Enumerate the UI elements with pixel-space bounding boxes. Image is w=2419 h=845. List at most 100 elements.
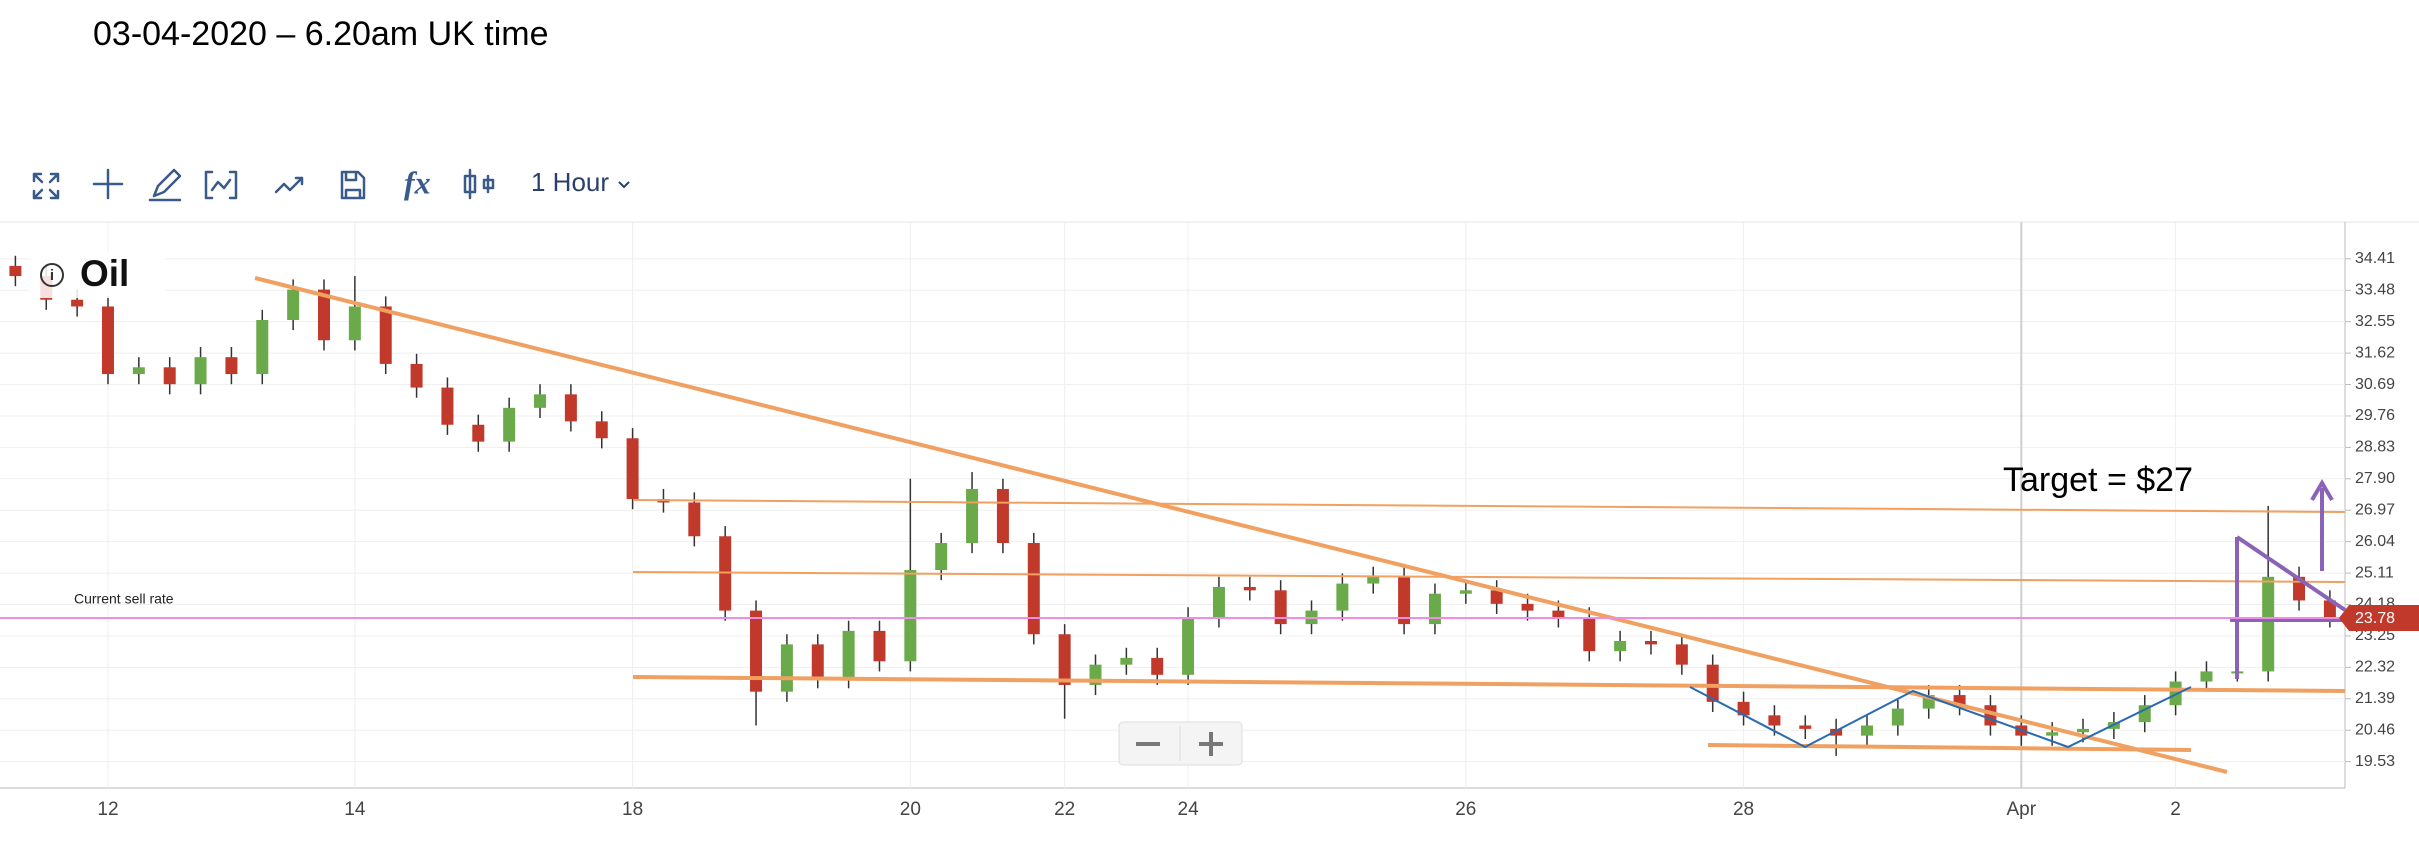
y-tick-label: 31.62	[2355, 344, 2395, 361]
price-tag-label: 23.78	[2355, 610, 2395, 627]
y-tick-label: 28.83	[2355, 439, 2395, 456]
candle-body	[410, 363, 423, 388]
x-tick-label: 12	[97, 799, 118, 820]
candle-body	[441, 387, 454, 425]
current-price: Current sell rate 23.78	[0, 591, 2419, 632]
x-tick-label: 24	[1178, 799, 1200, 820]
interval-selector[interactable]: 1 Hour	[531, 167, 609, 197]
zoom-controls	[1118, 721, 1243, 766]
candle-body	[2046, 732, 2059, 736]
y-tick-label: 19.53	[2355, 753, 2395, 770]
candle-body	[1398, 576, 1411, 625]
candle-body	[1953, 695, 1966, 706]
candle-body	[2077, 728, 2090, 733]
x-tick-label: 2	[2170, 799, 2181, 820]
candle-body	[2262, 576, 2275, 672]
candle-body	[1521, 603, 1534, 611]
candle-body	[811, 644, 824, 679]
y-tick-label: 26.04	[2355, 533, 2395, 550]
candle-body	[750, 610, 763, 692]
candle-body	[1336, 583, 1349, 611]
current-price-caption: Current sell rate	[74, 591, 174, 607]
x-tick-label: 26	[1455, 799, 1476, 820]
fullscreen-icon[interactable]	[32, 172, 60, 200]
candle-body	[318, 289, 330, 341]
candle-body	[873, 630, 886, 662]
candle-body	[1644, 641, 1657, 645]
toolbar: fx 1 Hour	[32, 164, 630, 202]
candle-body	[1675, 644, 1688, 665]
resistance-line	[632, 499, 2346, 513]
header: 03-04-2020 – 6.20am UK time	[93, 15, 548, 53]
candle-body	[1120, 657, 1133, 665]
candle-body	[256, 319, 269, 375]
y-tick-label: 25.11	[2355, 564, 2394, 581]
y-tick-label: 32.55	[2355, 313, 2395, 330]
save-icon[interactable]	[340, 170, 366, 200]
candle-body	[1367, 576, 1380, 584]
annotations	[254, 276, 2347, 774]
candle-body	[194, 357, 207, 385]
y-tick-label: 29.76	[2355, 407, 2395, 424]
indicator-icon[interactable]	[204, 170, 238, 200]
support-line	[632, 675, 2346, 693]
y-tick-label: 27.90	[2355, 470, 2395, 487]
target-arrow	[2310, 479, 2334, 571]
x-tick-label: Apr	[2007, 799, 2037, 820]
candle-body	[564, 394, 577, 422]
zoom-in[interactable]	[1199, 732, 1223, 756]
support-line	[1707, 743, 2192, 752]
candle-body	[966, 488, 979, 544]
candle-body	[1151, 657, 1164, 675]
info-icon[interactable]	[40, 263, 64, 287]
candle-body	[225, 357, 238, 375]
candle-body	[379, 306, 392, 364]
candle-body	[1027, 543, 1040, 635]
candle-body	[534, 394, 547, 408]
candle-body	[1243, 586, 1256, 591]
candle-body	[1614, 641, 1627, 652]
pennant	[2230, 535, 2347, 679]
candle-body	[2200, 671, 2213, 682]
crosshair-icon[interactable]	[92, 168, 124, 200]
pattern-line	[1689, 686, 2192, 749]
candle-body	[904, 570, 917, 662]
y-tick-label: 33.48	[2355, 281, 2395, 298]
chart-title: Oil	[80, 253, 129, 294]
candle-body	[626, 438, 639, 500]
x-tick-label: 22	[1054, 799, 1075, 820]
candle-body	[1274, 590, 1287, 625]
candle-body	[287, 289, 300, 320]
candle-body	[996, 488, 1009, 544]
chart-type-icon[interactable]	[463, 168, 495, 200]
x-tick-label: 18	[622, 799, 643, 820]
compare-icon[interactable]	[274, 176, 304, 194]
y-tick-label: 34.41	[2355, 250, 2395, 267]
candle-body	[101, 306, 114, 375]
target-annotation: Target = $27	[2003, 461, 2193, 499]
candle-body	[1058, 634, 1071, 685]
candle-body	[1706, 664, 1719, 702]
function-icon[interactable]: fx	[404, 164, 431, 200]
candle-body	[1768, 715, 1781, 726]
candle-body	[2323, 600, 2336, 618]
x-tick-label: 20	[900, 799, 921, 820]
candle-body	[1552, 610, 1565, 618]
candle-body	[1830, 728, 1843, 736]
info-icon-glyph: i	[50, 267, 54, 284]
candle-body	[935, 543, 948, 571]
candle-body	[1861, 725, 1873, 736]
y-tick-label: 23.25	[2355, 627, 2395, 644]
candle-body	[842, 630, 855, 679]
price-tag	[2339, 605, 2419, 632]
candle-body	[595, 421, 608, 439]
title-backdrop	[30, 252, 165, 298]
dropdown-caret[interactable]	[618, 181, 630, 189]
y-tick-label: 30.69	[2355, 376, 2395, 393]
candle-body	[503, 407, 516, 442]
candle-body	[348, 306, 361, 341]
candle-body	[71, 299, 84, 307]
draw-icon[interactable]	[148, 168, 182, 202]
